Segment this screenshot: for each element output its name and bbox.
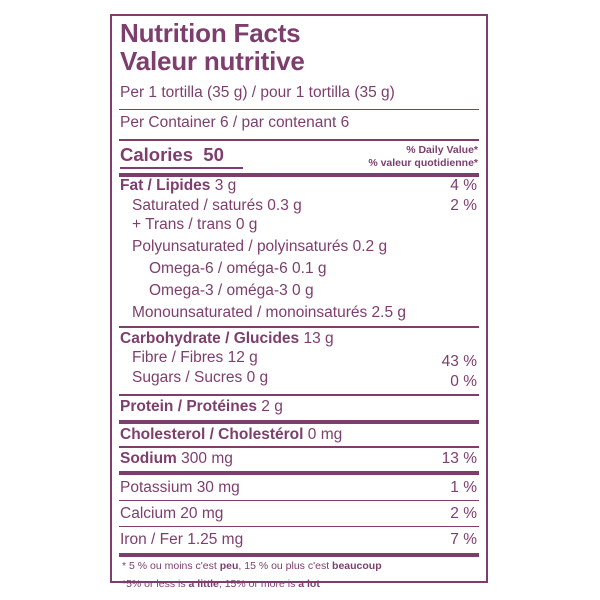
iron-label: Iron / Fer bbox=[120, 531, 183, 548]
nutrition-facts-panel: Nutrition Facts Valeur nutritive Per 1 t… bbox=[110, 14, 488, 590]
fibre-row: Fibre / Fibres 12 g bbox=[132, 349, 258, 367]
calcium-amount: 20 mg bbox=[180, 505, 224, 522]
cholesterol-label: Cholesterol / Cholestérol bbox=[120, 426, 304, 443]
divider-nutrients-top bbox=[119, 173, 479, 177]
protein-row: Protein / Protéines 2 g bbox=[120, 398, 283, 416]
daily-value-header-fr: % valeur quotidienne* bbox=[368, 157, 478, 169]
iron-dv: 7 % bbox=[450, 531, 477, 548]
poly-row: Polyunsaturated / polyinsaturés 0.2 g bbox=[132, 238, 387, 256]
omega3-row: Omega-3 / oméga-3 0 g bbox=[149, 282, 314, 300]
footnote-en-part2: , 15% or more is bbox=[218, 578, 299, 590]
sugars-label: Sugars / Sucres bbox=[132, 369, 243, 386]
cholesterol-amount: 0 mg bbox=[307, 426, 343, 443]
mono-label: Monounsaturated / monoinsaturés bbox=[132, 304, 368, 321]
saturated-amount: 0.3 g bbox=[267, 197, 302, 214]
mono-amount: 2.5 g bbox=[371, 304, 407, 321]
divider-protein bbox=[119, 394, 479, 396]
footnote-fr: * 5 % ou moins c'est peu, 15 % ou plus c… bbox=[122, 560, 382, 573]
footnote-fr-part1: * 5 % ou moins c'est bbox=[122, 560, 220, 572]
panel-inner: Nutrition Facts Valeur nutritive Per 1 t… bbox=[119, 16, 479, 590]
iron-amount: 1.25 mg bbox=[187, 531, 244, 548]
divider-iron bbox=[119, 526, 479, 527]
cholesterol-row: Cholesterol / Cholestérol 0 mg bbox=[120, 426, 342, 444]
footnote-fr-part2: , 15 % ou plus c'est bbox=[238, 560, 333, 572]
serving-size: Per 1 tortilla (35 g) / pour 1 tortilla … bbox=[120, 84, 395, 101]
divider-minerals bbox=[119, 471, 479, 475]
calories-row: Calories 50 bbox=[120, 144, 224, 166]
footnote-en: *5% or less is a little, 15% or more is … bbox=[122, 578, 320, 591]
protein-label: Protein / Protéines bbox=[120, 398, 257, 415]
fat-amount: 3 g bbox=[214, 177, 237, 194]
title-en: Nutrition Facts bbox=[120, 18, 301, 48]
divider-sodium bbox=[119, 446, 479, 448]
trans-amount: 0 g bbox=[235, 216, 258, 233]
omega3-amount: 0 g bbox=[292, 282, 314, 299]
potassium-amount: 30 mg bbox=[196, 479, 240, 496]
saturated-dv: 2 % bbox=[450, 197, 477, 214]
potassium-label: Potassium bbox=[120, 479, 193, 496]
saturated-label: Saturated / saturés bbox=[132, 197, 263, 214]
calcium-label: Calcium bbox=[120, 505, 176, 522]
omega6-amount: 0.1 g bbox=[292, 260, 327, 277]
saturated-row: Saturated / saturés 0.3 g bbox=[132, 197, 302, 215]
footnote-en-little: a little bbox=[188, 578, 219, 590]
footnote-en-lot: a lot bbox=[298, 578, 320, 590]
mono-row: Monounsaturated / monoinsaturés 2.5 g bbox=[132, 304, 406, 322]
sodium-label: Sodium bbox=[120, 450, 177, 467]
title-fr: Valeur nutritive bbox=[120, 46, 305, 76]
footnote-en-part1: *5% or less is bbox=[122, 578, 189, 590]
footnote-fr-peu: peu bbox=[219, 560, 239, 572]
omega6-row: Omega-6 / oméga-6 0.1 g bbox=[149, 260, 327, 278]
divider-footnote bbox=[119, 553, 479, 557]
sodium-amount: 300 mg bbox=[181, 450, 233, 467]
calories-label: Calories bbox=[120, 144, 194, 165]
sugars-dv: 0 % bbox=[450, 373, 477, 390]
fibre-amount: 12 g bbox=[227, 349, 258, 366]
carb-row: Carbohydrate / Glucides 13 g bbox=[120, 330, 334, 348]
poly-amount: 0.2 g bbox=[352, 238, 388, 255]
divider-carb bbox=[119, 326, 479, 328]
protein-amount: 2 g bbox=[261, 398, 283, 415]
calcium-dv: 2 % bbox=[450, 505, 477, 522]
iron-row: Iron / Fer 1.25 mg bbox=[120, 531, 243, 549]
calories-value: 50 bbox=[203, 144, 224, 165]
calories-underline bbox=[120, 167, 243, 169]
sugars-row: Sugars / Sucres 0 g bbox=[132, 369, 268, 387]
fibre-label: Fibre / Fibres bbox=[132, 349, 224, 366]
fibre-dv: 43 % bbox=[441, 353, 477, 370]
trans-row: + Trans / trans 0 g bbox=[132, 216, 257, 234]
sodium-row: Sodium 300 mg bbox=[120, 450, 233, 468]
footnote-fr-beaucoup: beaucoup bbox=[332, 560, 382, 572]
potassium-row: Potassium 30 mg bbox=[120, 479, 240, 497]
sugars-amount: 0 g bbox=[246, 369, 269, 386]
trans-label: + Trans / trans bbox=[132, 216, 232, 233]
divider-serving bbox=[119, 109, 479, 110]
divider-calcium bbox=[119, 500, 479, 501]
daily-value-header-en: % Daily Value* bbox=[406, 144, 478, 156]
divider-calories-top bbox=[119, 139, 479, 141]
divider-cholesterol bbox=[119, 420, 479, 424]
fat-dv: 4 % bbox=[450, 177, 477, 194]
calcium-row: Calcium 20 mg bbox=[120, 505, 223, 523]
fat-row: Fat / Lipides 3 g bbox=[120, 177, 236, 195]
carb-amount: 13 g bbox=[303, 330, 334, 347]
fat-label: Fat / Lipides bbox=[120, 177, 211, 194]
sodium-dv: 13 % bbox=[441, 450, 477, 467]
servings-per-container: Per Container 6 / par contenant 6 bbox=[120, 114, 350, 131]
omega6-label: Omega-6 / oméga-6 bbox=[149, 260, 288, 277]
carb-label: Carbohydrate / Glucides bbox=[120, 330, 300, 347]
poly-label: Polyunsaturated / polyinsaturés bbox=[132, 238, 349, 255]
potassium-dv: 1 % bbox=[450, 479, 477, 496]
omega3-label: Omega-3 / oméga-3 bbox=[149, 282, 288, 299]
